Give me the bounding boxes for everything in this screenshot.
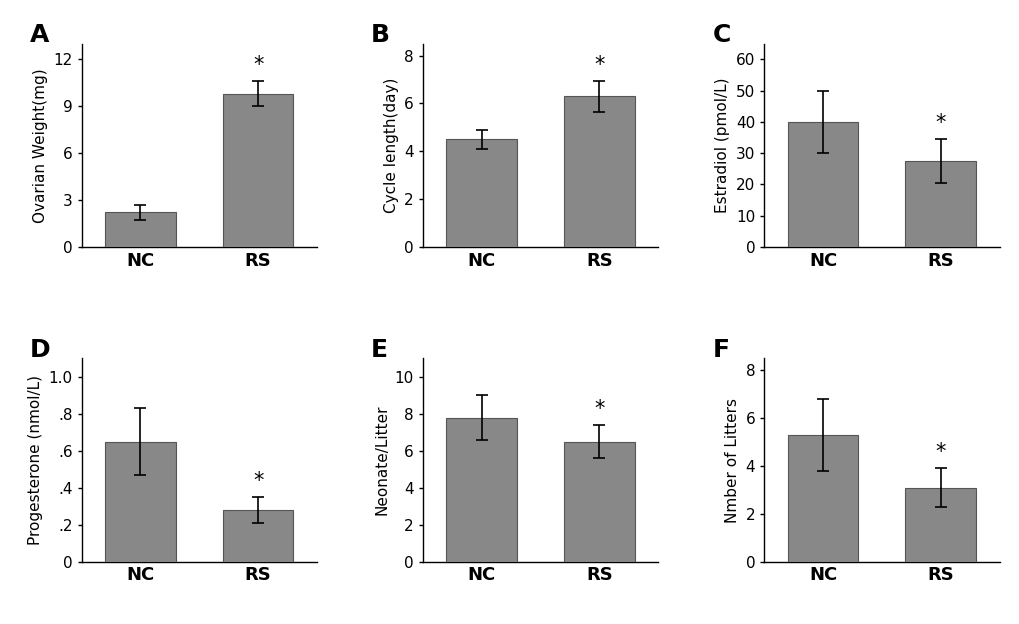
Bar <box>222 94 293 246</box>
Y-axis label: Progesterone (nmol/L): Progesterone (nmol/L) <box>28 375 43 545</box>
Y-axis label: Cycle length(day): Cycle length(day) <box>383 77 398 213</box>
Text: *: * <box>934 113 945 133</box>
Text: A: A <box>30 23 49 47</box>
Text: E: E <box>371 338 388 362</box>
Y-axis label: Ovarian Weight(mg): Ovarian Weight(mg) <box>33 68 48 223</box>
Bar <box>564 442 634 562</box>
Y-axis label: Neonate/Litter: Neonate/Litter <box>374 405 388 515</box>
Y-axis label: Estradiol (pmol/L): Estradiol (pmol/L) <box>714 77 730 213</box>
Bar <box>905 487 975 562</box>
Text: C: C <box>711 23 730 47</box>
Bar <box>905 161 975 246</box>
Text: *: * <box>594 55 604 75</box>
Text: B: B <box>371 23 389 47</box>
Text: *: * <box>594 399 604 419</box>
Y-axis label: Nmber of Litters: Nmber of Litters <box>725 397 739 522</box>
Bar <box>105 442 175 562</box>
Bar <box>105 212 175 246</box>
Bar <box>446 417 517 562</box>
Text: *: * <box>253 55 263 75</box>
Text: F: F <box>711 338 729 362</box>
Bar <box>564 96 634 246</box>
Bar <box>787 122 858 246</box>
Text: *: * <box>934 442 945 462</box>
Text: *: * <box>253 471 263 491</box>
Text: D: D <box>30 338 50 362</box>
Bar <box>446 139 517 246</box>
Bar <box>222 510 293 562</box>
Bar <box>787 435 858 562</box>
